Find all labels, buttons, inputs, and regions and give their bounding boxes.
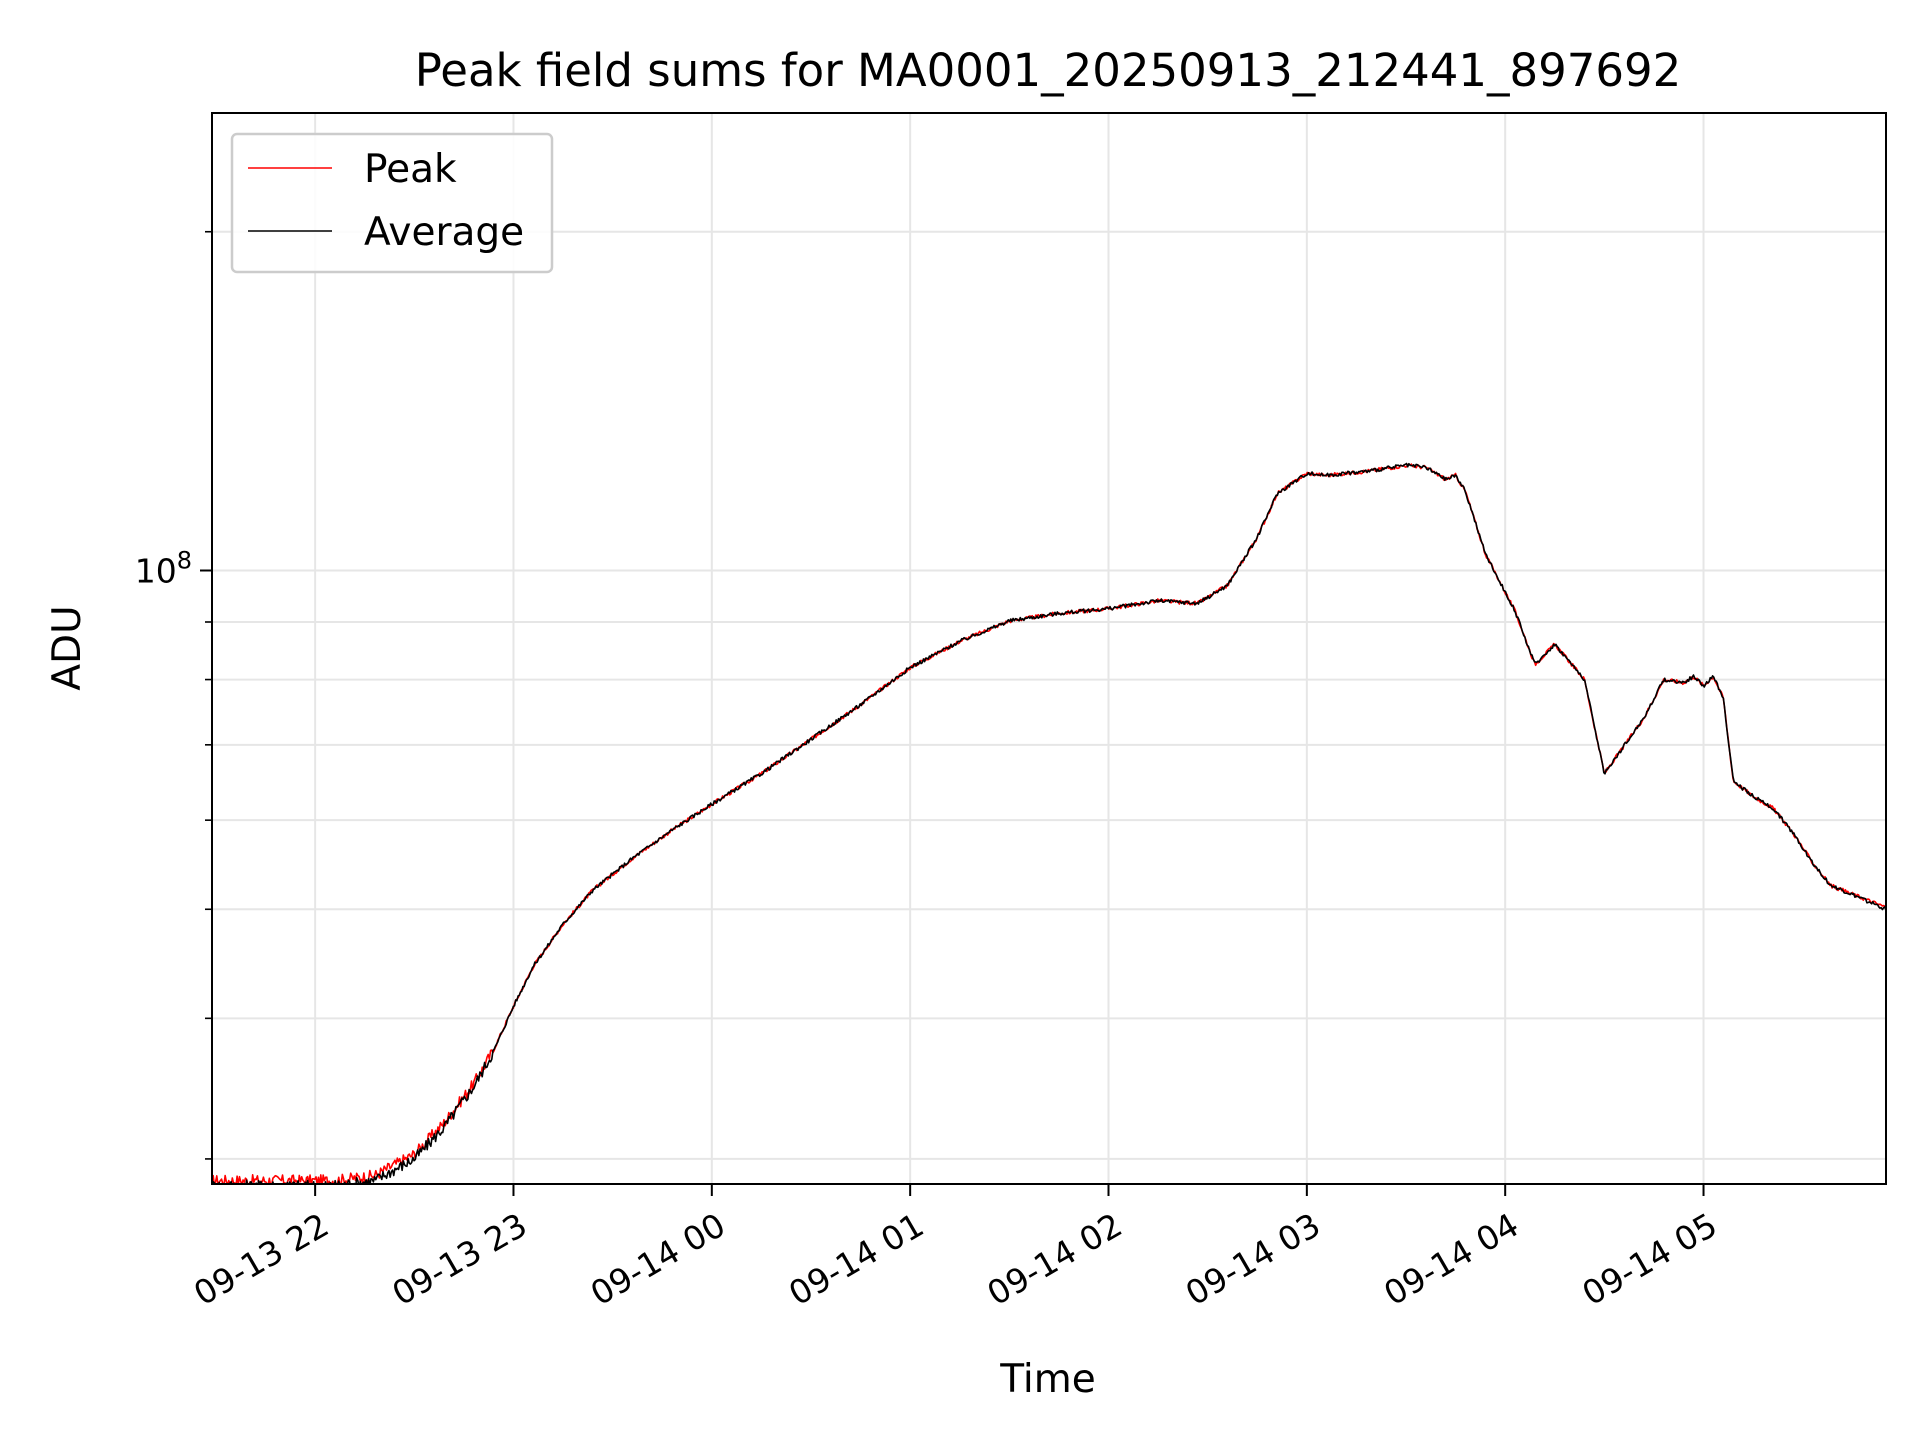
legend-label-average: Average [364,210,524,255]
legend-label-peak: Peak [364,147,457,192]
y-axis-ticks: 108 [135,230,212,1160]
y-tick-label: 108 [135,547,192,591]
series-line-average [212,462,1886,1184]
y-axis-label: ADU [45,605,90,690]
legend: Peak Average [230,132,554,274]
chart-title: Peak field sums for MA0001_20250913_2124… [415,44,1682,97]
x-axis-label: Time [999,1357,1095,1402]
plot-area-frame [211,112,1887,1185]
series-lines [212,462,1886,1184]
